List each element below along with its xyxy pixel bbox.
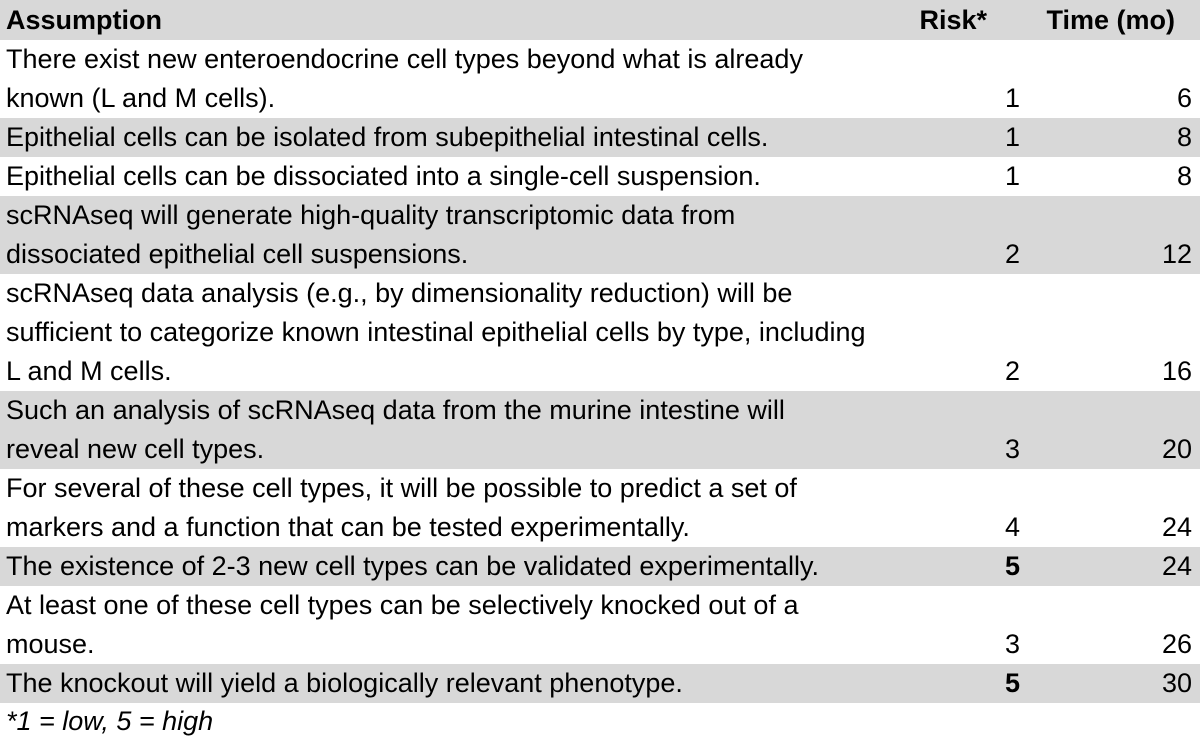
time-value: 30 [1161, 668, 1192, 698]
risk-value: 3 [1004, 434, 1020, 464]
assumption-text: Epithelial cells can be isolated from su… [6, 122, 769, 152]
risk-value: 5 [1004, 551, 1020, 581]
table-row: At least one of these cell types can be … [0, 586, 1200, 664]
time-value: 16 [1161, 356, 1192, 386]
assumption-text: For several of these cell types, it will… [6, 473, 797, 542]
risk-value: 4 [1004, 512, 1020, 542]
time-value: 24 [1161, 551, 1192, 581]
table-row: Epithelial cells can be dissociated into… [0, 157, 1200, 196]
risk-value: 1 [1004, 161, 1020, 191]
table-row: For several of these cell types, it will… [0, 469, 1200, 547]
assumption-text: Epithelial cells can be dissociated into… [6, 161, 761, 191]
table-header-row: Assumption Risk* Time (mo) [0, 0, 1200, 40]
table-row: scRNAseq data analysis (e.g., by dimensi… [0, 274, 1200, 391]
risk-value: 5 [1004, 668, 1020, 698]
risk-value: 1 [1004, 83, 1020, 113]
time-value: 20 [1161, 434, 1192, 464]
time-value: 24 [1161, 512, 1192, 542]
table-row: There exist new enteroendocrine cell typ… [0, 40, 1200, 118]
table-row: Epithelial cells can be isolated from su… [0, 118, 1200, 157]
assumption-text: scRNAseq data analysis (e.g., by dimensi… [6, 278, 866, 386]
time-value: 26 [1161, 629, 1192, 659]
risk-value: 3 [1004, 629, 1020, 659]
time-value: 12 [1161, 239, 1192, 269]
assumption-text: The knockout will yield a biologically r… [6, 668, 683, 698]
table-row: scRNAseq will generate high-quality tran… [0, 196, 1200, 274]
column-header-assumption: Assumption [0, 0, 890, 40]
time-value: 6 [1176, 83, 1192, 113]
assumption-text: At least one of these cell types can be … [6, 590, 799, 659]
risk-value: 1 [1004, 122, 1020, 152]
assumption-text: scRNAseq will generate high-quality tran… [6, 200, 736, 269]
assumption-text: Such an analysis of scRNAseq data from t… [6, 395, 785, 464]
table-row: The knockout will yield a biologically r… [0, 664, 1200, 703]
assumptions-risk-table: Assumption Risk* Time (mo) There exist n… [0, 0, 1200, 703]
assumption-text: The existence of 2-3 new cell types can … [6, 551, 819, 581]
risk-value: 2 [1004, 239, 1020, 269]
column-header-time: Time (mo) [1020, 0, 1200, 40]
table-row: Such an analysis of scRNAseq data from t… [0, 391, 1200, 469]
risk-scale-footnote: *1 = low, 5 = high [6, 706, 214, 736]
time-value: 8 [1176, 122, 1192, 152]
time-value: 8 [1176, 161, 1192, 191]
assumption-text: There exist new enteroendocrine cell typ… [6, 44, 803, 113]
table-row: The existence of 2-3 new cell types can … [0, 547, 1200, 586]
risk-value: 2 [1004, 356, 1020, 386]
column-header-risk: Risk* [890, 0, 1020, 40]
